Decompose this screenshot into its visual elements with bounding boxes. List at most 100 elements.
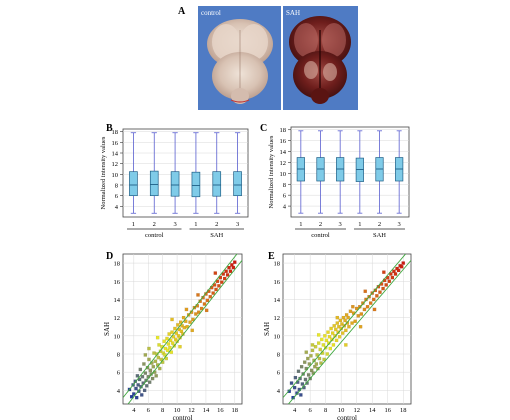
data-point [372, 307, 377, 312]
group-label: SAH [373, 232, 386, 239]
x-tick-label: 2 [319, 221, 322, 228]
data-point [222, 276, 227, 281]
data-point [358, 325, 363, 329]
x-tick-label: 2 [153, 221, 156, 228]
data-point [341, 331, 345, 335]
y-tick-label: 4 [115, 204, 119, 211]
x-axis-label: control [173, 414, 193, 420]
y-tick-label: 6 [117, 370, 121, 377]
scatter-plot-control-vs-sah-2: 4 6 8 10 12 14 16 18 4 6 8 10 12 14 16 18 control SAH [263, 253, 412, 420]
data-point [188, 320, 192, 324]
y-axis-label: Normalized intensity values [100, 136, 107, 209]
data-point [396, 268, 401, 273]
data-point [334, 338, 339, 343]
x-tick-label: 10 [338, 407, 345, 414]
data-point [214, 287, 218, 292]
data-point [346, 315, 350, 320]
x-tick-label: 1 [299, 221, 302, 228]
plot-frame [122, 253, 243, 405]
data-point [299, 393, 303, 397]
y-tick-label: 8 [283, 182, 286, 189]
data-point [217, 284, 221, 288]
y-tick-label: 16 [280, 138, 287, 145]
data-point [225, 273, 230, 277]
data-point [147, 380, 152, 384]
data-point [307, 362, 312, 366]
data-point [205, 298, 210, 303]
data-point [224, 269, 228, 273]
data-point [140, 375, 145, 379]
data-point [178, 345, 182, 349]
data-point [181, 315, 186, 320]
data-point [387, 279, 391, 283]
data-point [194, 312, 198, 316]
data-point [399, 265, 404, 269]
data-point [299, 365, 304, 369]
group-label: control [145, 232, 164, 239]
x-tick-label: 14 [203, 407, 210, 414]
data-point [292, 385, 297, 390]
y-tick-label: 16 [274, 279, 281, 286]
data-point [148, 368, 153, 373]
data-point [136, 383, 140, 387]
data-point [323, 334, 327, 338]
x-tick-label: 1 [194, 221, 197, 228]
y-tick-label: 4 [117, 388, 121, 395]
y-tick-label: 12 [114, 315, 121, 322]
data-point [145, 384, 149, 388]
y-tick-label: 14 [274, 297, 281, 304]
data-point [354, 306, 359, 311]
data-point [310, 348, 315, 353]
data-point [310, 343, 315, 347]
x-tick-label: 16 [384, 407, 391, 414]
data-point [300, 382, 305, 386]
data-point [322, 357, 326, 362]
data-point [153, 359, 158, 363]
data-point [173, 326, 177, 331]
data-point [314, 362, 319, 366]
y-tick-label: 8 [115, 183, 118, 190]
x-tick-label: 18 [400, 407, 407, 414]
data-point [338, 318, 343, 323]
data-point [359, 312, 364, 316]
data-point [319, 361, 323, 365]
data-point [228, 269, 233, 273]
data-point [330, 331, 335, 335]
x-tick-label: 1 [358, 221, 361, 228]
data-point [163, 346, 168, 351]
data-point [143, 371, 148, 375]
data-point [325, 352, 329, 356]
x-tick-label: 3 [398, 221, 401, 228]
fold-change-line [123, 254, 238, 398]
y-axis-label: Normalized intensity values [268, 135, 275, 208]
data-point [166, 342, 171, 346]
data-point [170, 330, 174, 334]
x-tick-label: 4 [293, 407, 297, 414]
data-point [315, 353, 319, 357]
data-point [334, 327, 338, 332]
data-point [362, 307, 367, 312]
x-tick-label: 2 [215, 221, 218, 228]
data-point [328, 346, 333, 351]
data-point [335, 321, 340, 325]
data-point [154, 374, 158, 378]
x-tick-label: 6 [147, 407, 151, 414]
plot-frame [122, 128, 249, 218]
x-tick-label: 14 [369, 407, 376, 414]
data-point [140, 393, 144, 397]
x-tick-label: 16 [217, 407, 224, 414]
y-tick-label: 12 [280, 160, 287, 167]
box [233, 171, 242, 197]
data-point [165, 336, 169, 341]
group-label: control [311, 232, 330, 239]
data-point [384, 283, 388, 287]
y-tick-label: 6 [277, 370, 281, 377]
x-tick-label: 6 [309, 407, 313, 414]
data-point [220, 280, 224, 284]
x-tick-label: 1 [132, 221, 135, 228]
data-point [327, 335, 332, 339]
data-point [326, 330, 330, 334]
data-point [337, 325, 341, 329]
y-tick-label: 6 [283, 193, 287, 200]
